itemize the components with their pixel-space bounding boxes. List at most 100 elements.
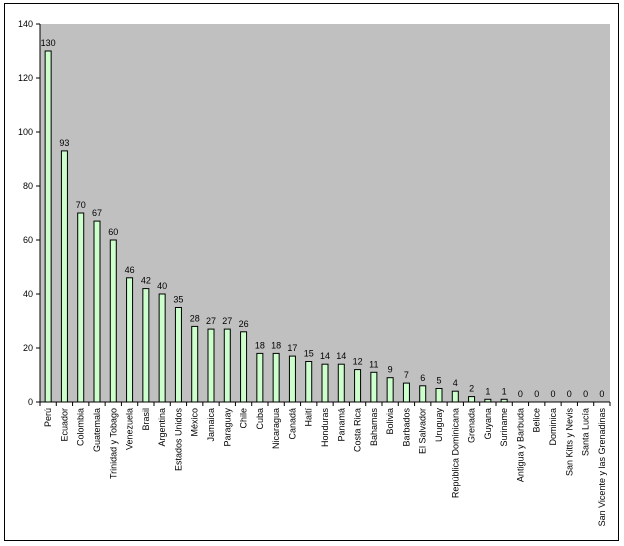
- data-label: 27: [206, 316, 216, 326]
- bar: [468, 396, 476, 403]
- x-category-label: Bahamas: [369, 408, 379, 447]
- bar: [288, 355, 296, 403]
- y-tick-label: 0: [28, 397, 33, 407]
- data-label: 0: [599, 389, 604, 399]
- data-label: 4: [453, 378, 458, 388]
- y-tick-label: 80: [23, 181, 33, 191]
- bar: [174, 307, 182, 403]
- bar: [370, 371, 378, 403]
- bar: [158, 293, 166, 403]
- x-category-label: Barbados: [401, 408, 411, 447]
- data-label: 7: [404, 370, 409, 380]
- data-label: 1: [485, 386, 490, 396]
- data-label: 5: [436, 376, 441, 386]
- bar: [419, 385, 427, 403]
- data-label: 14: [320, 351, 330, 361]
- x-category-label: Estados Unidos: [173, 408, 183, 472]
- data-label: 6: [420, 373, 425, 383]
- bar: [354, 369, 362, 403]
- data-label: 0: [550, 389, 555, 399]
- x-category-label: Cuba: [255, 408, 265, 430]
- x-category-label: Colombia: [76, 408, 86, 446]
- bar: [93, 220, 101, 403]
- data-label: 70: [76, 200, 86, 210]
- x-category-label: Chile: [239, 408, 249, 429]
- x-category-label: Belice: [532, 408, 542, 433]
- bar: [402, 382, 410, 403]
- bar: [305, 361, 313, 403]
- data-label: 42: [141, 276, 151, 286]
- bar: [109, 239, 117, 403]
- data-label: 1: [502, 386, 507, 396]
- data-label: 46: [125, 265, 135, 275]
- chart-frame: 0 20 40 60 80 100 120 140 130 Perú 93 Ecuador 70 Colo…: [4, 3, 619, 541]
- bar: [435, 388, 443, 403]
- y-tick-label: 100: [18, 127, 33, 137]
- x-category-label: Suriname: [499, 408, 509, 447]
- x-category-label: Paraguay: [222, 408, 232, 447]
- x-category-label: Canadá: [287, 408, 297, 440]
- data-label: 67: [92, 208, 102, 218]
- x-category-label: Panamá: [336, 408, 346, 442]
- bar: [451, 390, 459, 403]
- x-category-label: Guatemala: [92, 408, 102, 452]
- bar: [484, 398, 492, 403]
- x-category-label: Brasil: [141, 408, 151, 431]
- bar: [386, 377, 394, 403]
- data-label: 15: [304, 349, 314, 359]
- x-category-label: Guyana: [483, 408, 493, 440]
- data-label: 11: [369, 359, 378, 369]
- y-tick-label: 140: [18, 19, 33, 29]
- x-category-label: San Vicente y las Grenadinas: [597, 408, 607, 527]
- x-category-label: Costa Rica: [353, 408, 363, 452]
- data-label: 12: [353, 357, 363, 367]
- data-label: 0: [534, 389, 539, 399]
- bar: [337, 363, 345, 403]
- bar: [191, 325, 199, 403]
- x-category-label: Bolivia: [385, 408, 395, 435]
- bar-chart: 020406080100120140130Perú93Ecuador70Colo…: [18, 19, 611, 527]
- data-label: 28: [190, 313, 200, 323]
- x-category-label: Jamaica: [206, 408, 216, 442]
- bar: [321, 363, 329, 403]
- x-category-label: Perú: [43, 408, 53, 427]
- x-category-label: Ecuador: [59, 408, 69, 442]
- y-tick-label: 40: [23, 289, 33, 299]
- data-label: 60: [108, 227, 118, 237]
- bar: [272, 352, 280, 403]
- data-label: 0: [518, 389, 523, 399]
- bar: [126, 277, 134, 403]
- x-category-label: Uruguay: [434, 408, 444, 443]
- x-category-label: Trinidad y Tobago: [108, 408, 118, 479]
- data-label: 40: [157, 281, 167, 291]
- y-tick-label: 60: [23, 235, 33, 245]
- bar: [77, 212, 85, 403]
- data-label: 27: [222, 316, 232, 326]
- data-label: 2: [469, 384, 474, 394]
- bar: [60, 150, 68, 403]
- x-category-label: Santa Lucía: [581, 408, 591, 456]
- data-label: 17: [287, 343, 297, 353]
- x-category-label: Nicaragua: [271, 408, 281, 449]
- data-label: 0: [583, 389, 588, 399]
- x-category-label: Haití: [304, 408, 314, 427]
- bar: [256, 352, 264, 403]
- data-label: 18: [255, 340, 265, 350]
- x-category-label: Honduras: [320, 408, 330, 448]
- data-label: 9: [388, 365, 393, 375]
- data-label: 14: [336, 351, 346, 361]
- x-category-label: San Kitts y Nevis: [564, 408, 574, 477]
- data-label: 35: [173, 295, 183, 305]
- data-label: 93: [59, 138, 69, 148]
- x-category-label: Antigua y Barbuda: [515, 408, 525, 482]
- bar: [142, 288, 150, 403]
- data-label: 18: [271, 340, 281, 350]
- data-label: 130: [41, 38, 56, 48]
- plot-area: [40, 24, 610, 402]
- bar: [500, 398, 508, 403]
- bar: [240, 331, 248, 403]
- y-tick-label: 120: [18, 73, 33, 83]
- x-category-label: México: [190, 408, 200, 437]
- bar: [223, 328, 231, 403]
- x-category-label: El Salvador: [418, 408, 428, 454]
